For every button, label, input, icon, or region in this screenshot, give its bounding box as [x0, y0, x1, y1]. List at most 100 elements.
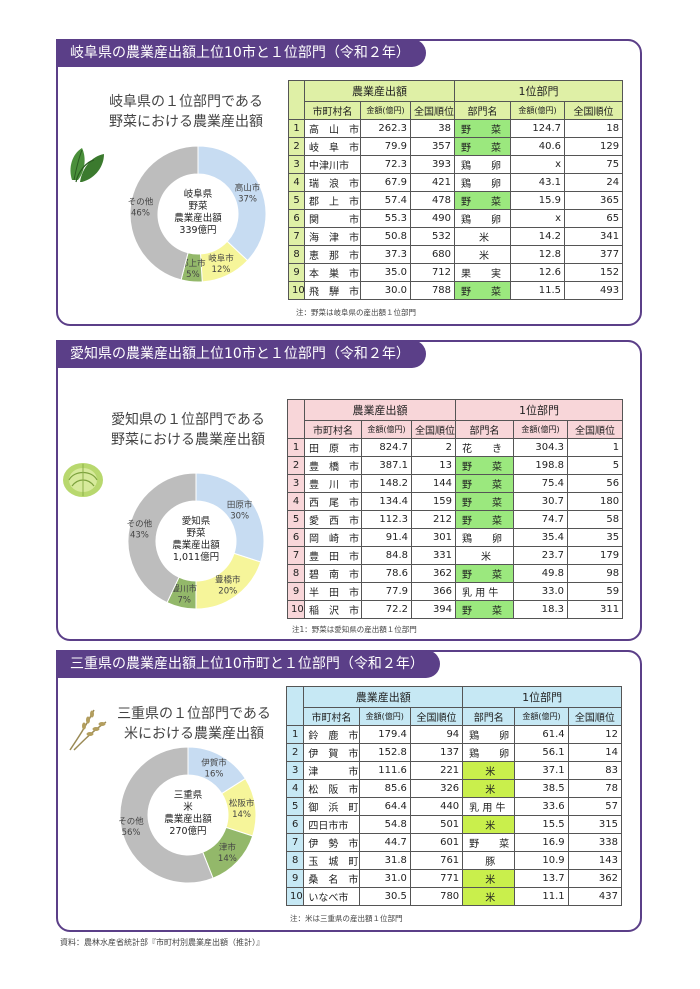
- sector-output-cell: 23.7: [513, 546, 569, 565]
- output-cell: 72.3: [360, 155, 411, 174]
- sector-cell: 米: [454, 227, 512, 246]
- rank-cell: 5: [287, 510, 305, 529]
- city-cell: いなべ市: [303, 887, 360, 906]
- sector-cell: 豚: [462, 851, 516, 870]
- rank-cell: 3: [285, 761, 305, 780]
- sector-cell: 花 き: [455, 438, 515, 457]
- donut-center-label: 1,011億円: [173, 551, 219, 563]
- rank-national-cell: 780: [409, 887, 464, 906]
- output-cell: 50.8: [360, 227, 411, 246]
- sector-rank-cell: 362: [567, 869, 623, 888]
- slice-percent-label: 5%: [186, 270, 200, 280]
- donut-slice: [197, 145, 267, 262]
- city-cell: 田 原 市: [304, 438, 362, 457]
- donut-hole: [157, 502, 235, 580]
- sector-output-cell: 33.0: [513, 582, 569, 601]
- sector-output-cell: x: [510, 209, 566, 228]
- header-corner: [287, 399, 305, 421]
- donut-slice: [119, 746, 214, 884]
- sector-output-cell: 33.6: [514, 797, 569, 816]
- city-cell: 豊 川 市: [304, 474, 362, 493]
- output-cell: 54.8: [358, 815, 411, 834]
- rank-cell: 1: [288, 119, 305, 138]
- sector-rank-cell: 493: [564, 281, 624, 300]
- sector-output-cell: 16.9: [514, 833, 569, 852]
- aichi-section-title: 愛知県の農業産出額上位10市と１位部門（令和２年）: [56, 340, 426, 368]
- mie-caption-line-1: 三重県の１位部門である: [117, 706, 271, 722]
- donut-center-label: 愛知県: [182, 515, 211, 527]
- rank-national-cell: 212: [410, 510, 457, 529]
- rank-cell: 10: [288, 281, 305, 300]
- aichi-table: 農業産出額 1位部門 市町村名 金額(億円) 全国順位 部門名 金額(億円) 全国順位 1 田 原…: [287, 399, 624, 619]
- sector-cell: 野 菜: [454, 191, 512, 210]
- sector-rank-cell: 58: [567, 510, 624, 529]
- slice-percent-label: 16%: [205, 770, 224, 780]
- gifu-table: 農業産出額 1位部門 市町村名 金額(億円) 全国順位 部門名 金額(億円) 全国順位 1 高 山…: [288, 80, 624, 300]
- city-cell: 海 津 市: [304, 227, 361, 246]
- donut-center-label: 野菜: [186, 527, 206, 539]
- mie-caption-line-2: 米における農業産出額: [124, 726, 264, 742]
- city-cell: 岐 阜 市: [304, 137, 361, 156]
- sector-cell: 米: [462, 761, 516, 780]
- sector-cell: 米: [455, 546, 515, 565]
- city-cell: 伊 勢 市: [303, 833, 360, 852]
- output-cell: 387.1: [361, 456, 412, 475]
- slice-name-label: 田原市: [227, 499, 253, 510]
- rank-cell: 2: [288, 137, 305, 156]
- source-note: 資料：農林水産省統計部『市町村別農業産出額（推計）』: [60, 938, 264, 947]
- table-row: 10 飛 騨 市 30.0 788 野 菜 11.5 493: [288, 281, 624, 300]
- output-cell: 44.7: [358, 833, 411, 852]
- slice-name-label: その他: [128, 197, 154, 208]
- gifu-note: 注：野菜は岐阜県の産出額１位部門: [296, 308, 416, 317]
- slice-percent-label: 14%: [218, 854, 237, 864]
- rank-national-cell: 440: [409, 797, 464, 816]
- column-header-cell: 金額(億円): [360, 101, 411, 120]
- slice-percent-label: 7%: [177, 596, 191, 606]
- city-cell: 四日市市: [303, 815, 360, 834]
- output-cell: 85.6: [358, 779, 411, 798]
- mie-table: 農業産出額 1位部門 市町村名 金額(億円) 全国順位 部門名 金額(億円) 全国順位 1 鈴 鹿…: [285, 686, 623, 906]
- sector-cell: 果 実: [454, 263, 512, 282]
- city-cell: 本 巣 市: [304, 263, 361, 282]
- header-corner: [285, 686, 305, 708]
- rank-cell: 9: [285, 869, 305, 888]
- sector-cell: 野 菜: [455, 492, 515, 511]
- rank-national-cell: 366: [410, 582, 457, 601]
- rank-cell: 6: [288, 209, 305, 228]
- donut-hole: [159, 175, 237, 253]
- rank-national-cell: 326: [409, 779, 464, 798]
- sector-output-cell: 15.5: [514, 815, 569, 834]
- column-header-cell: 市町村名: [304, 420, 362, 439]
- rank-national-cell: 712: [409, 263, 456, 282]
- rank-national-cell: 362: [410, 564, 457, 583]
- rank-cell: 2: [287, 456, 305, 475]
- city-cell: 岡 崎 市: [304, 528, 362, 547]
- aichi-caption-line-2: 野菜における農業産出額: [111, 432, 265, 448]
- sector-cell: 米: [462, 869, 516, 888]
- slice-percent-label: 12%: [212, 265, 231, 275]
- rank-cell: 10: [285, 887, 305, 906]
- city-cell: 中津川市: [304, 155, 361, 174]
- rank-national-cell: 771: [409, 869, 464, 888]
- sector-rank-cell: 14: [567, 743, 623, 762]
- sector-output-cell: 124.7: [510, 119, 566, 138]
- sector-output-cell: x: [510, 155, 566, 174]
- gifu-caption-line-2: 野菜における農業産出額: [109, 114, 263, 130]
- city-cell: 稲 沢 市: [304, 600, 362, 619]
- slice-percent-label: 56%: [122, 828, 141, 838]
- column-header-cell: 金額(億円): [510, 101, 566, 120]
- column-header-cell: 部門名: [462, 707, 516, 726]
- rank-national-cell: 38: [409, 119, 456, 138]
- rank-national-cell: 94: [409, 725, 464, 744]
- sector-rank-cell: 1: [567, 438, 624, 457]
- slice-name-label: 岐阜市: [208, 253, 234, 264]
- output-cell: 30.0: [360, 281, 411, 300]
- rank-cell: 4: [287, 492, 305, 511]
- sector-cell: 野 菜: [462, 833, 516, 852]
- sector-output-cell: 14.2: [510, 227, 566, 246]
- slice-name-label: 豊橋市: [215, 575, 241, 586]
